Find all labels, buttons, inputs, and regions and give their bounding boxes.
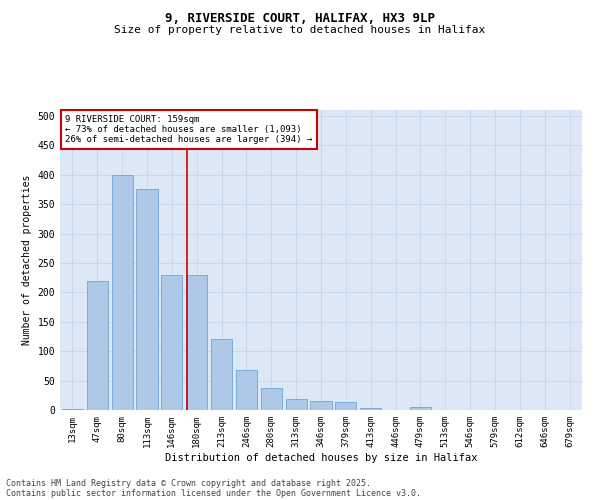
Bar <box>112 174 133 410</box>
Bar <box>211 340 232 410</box>
Bar <box>261 388 282 410</box>
Bar <box>87 280 108 410</box>
Bar <box>335 402 356 410</box>
Bar <box>161 274 182 410</box>
Y-axis label: Number of detached properties: Number of detached properties <box>22 175 32 345</box>
X-axis label: Distribution of detached houses by size in Halifax: Distribution of detached houses by size … <box>165 452 477 462</box>
Text: 9 RIVERSIDE COURT: 159sqm
← 73% of detached houses are smaller (1,093)
26% of se: 9 RIVERSIDE COURT: 159sqm ← 73% of detac… <box>65 114 313 144</box>
Bar <box>410 407 431 410</box>
Bar <box>186 274 207 410</box>
Bar <box>310 400 332 410</box>
Bar <box>360 408 381 410</box>
Text: Size of property relative to detached houses in Halifax: Size of property relative to detached ho… <box>115 25 485 35</box>
Bar <box>286 400 307 410</box>
Text: Contains HM Land Registry data © Crown copyright and database right 2025.: Contains HM Land Registry data © Crown c… <box>6 478 371 488</box>
Text: 9, RIVERSIDE COURT, HALIFAX, HX3 9LP: 9, RIVERSIDE COURT, HALIFAX, HX3 9LP <box>165 12 435 26</box>
Text: Contains public sector information licensed under the Open Government Licence v3: Contains public sector information licen… <box>6 488 421 498</box>
Bar <box>62 409 83 410</box>
Bar <box>136 190 158 410</box>
Bar <box>236 370 257 410</box>
